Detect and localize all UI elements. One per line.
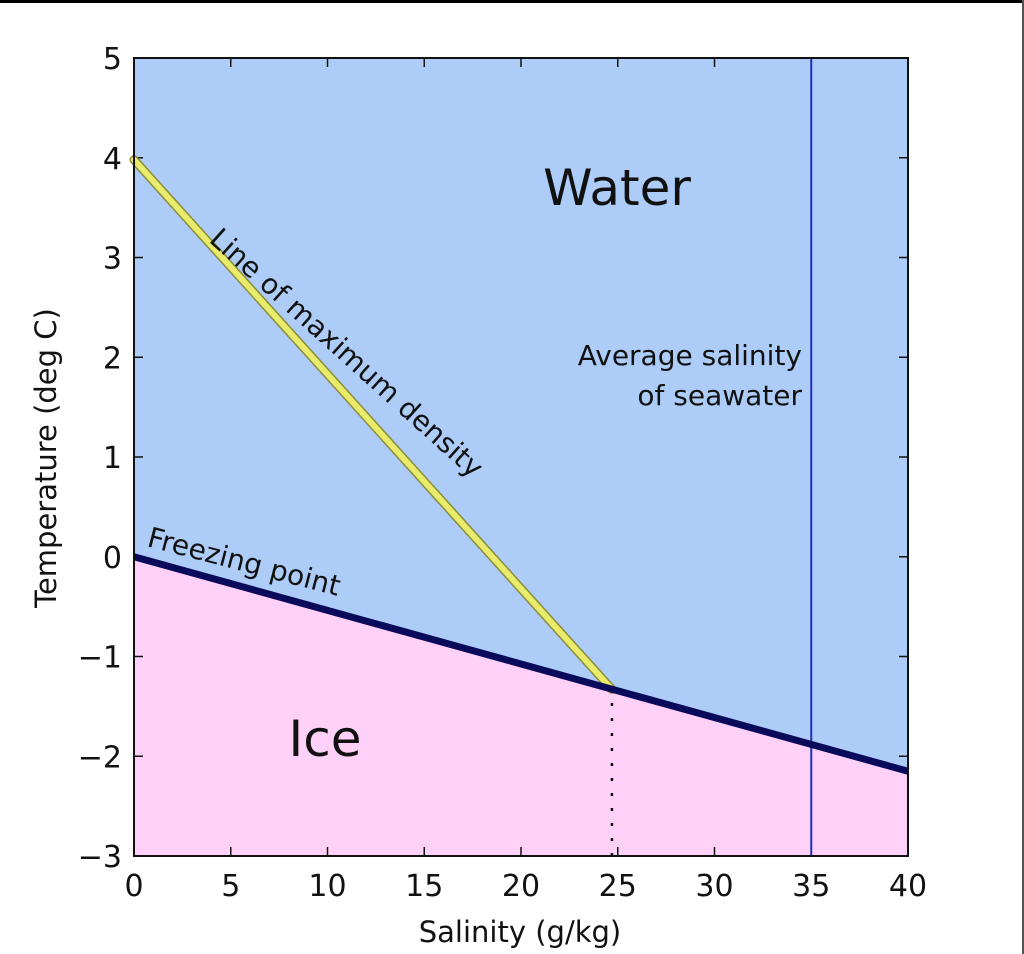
y-tick-label: −1	[78, 641, 122, 676]
right-border	[1022, 0, 1024, 954]
y-tick-label: 0	[103, 541, 122, 576]
x-tick-label: 0	[124, 869, 143, 904]
avg-salinity-label-line2: of seawater	[637, 379, 802, 412]
water-label: Water	[543, 159, 691, 217]
y-axis-label: Temperature (deg C)	[29, 308, 63, 609]
max-density-line	[131, 156, 615, 693]
y-tick-label: 4	[103, 142, 122, 177]
y-tick-label: 5	[103, 42, 122, 77]
x-axis-label: Salinity (g/kg)	[419, 915, 622, 949]
y-tick-label: −3	[78, 840, 122, 875]
x-tick-label: 10	[308, 869, 346, 904]
y-tick-label: 1	[103, 441, 122, 476]
x-tick-label: 5	[221, 869, 240, 904]
x-tick-label: 15	[405, 869, 443, 904]
x-tick-label: 30	[695, 869, 733, 904]
avg-salinity-label-line1: Average salinity	[578, 339, 802, 372]
ice-region	[134, 556, 908, 856]
x-tick-label: 20	[502, 869, 540, 904]
y-tick-label: 3	[103, 242, 122, 277]
y-tick-label: 2	[103, 341, 122, 376]
x-tick-label: 25	[599, 869, 637, 904]
plot-frame	[133, 57, 909, 857]
x-tick-label: 40	[889, 869, 927, 904]
freezing-point-line	[133, 553, 909, 775]
x-tick-label: 35	[792, 869, 830, 904]
top-border	[0, 0, 1024, 3]
ice-label: Ice	[289, 710, 362, 768]
y-tick-label: −2	[78, 740, 122, 775]
